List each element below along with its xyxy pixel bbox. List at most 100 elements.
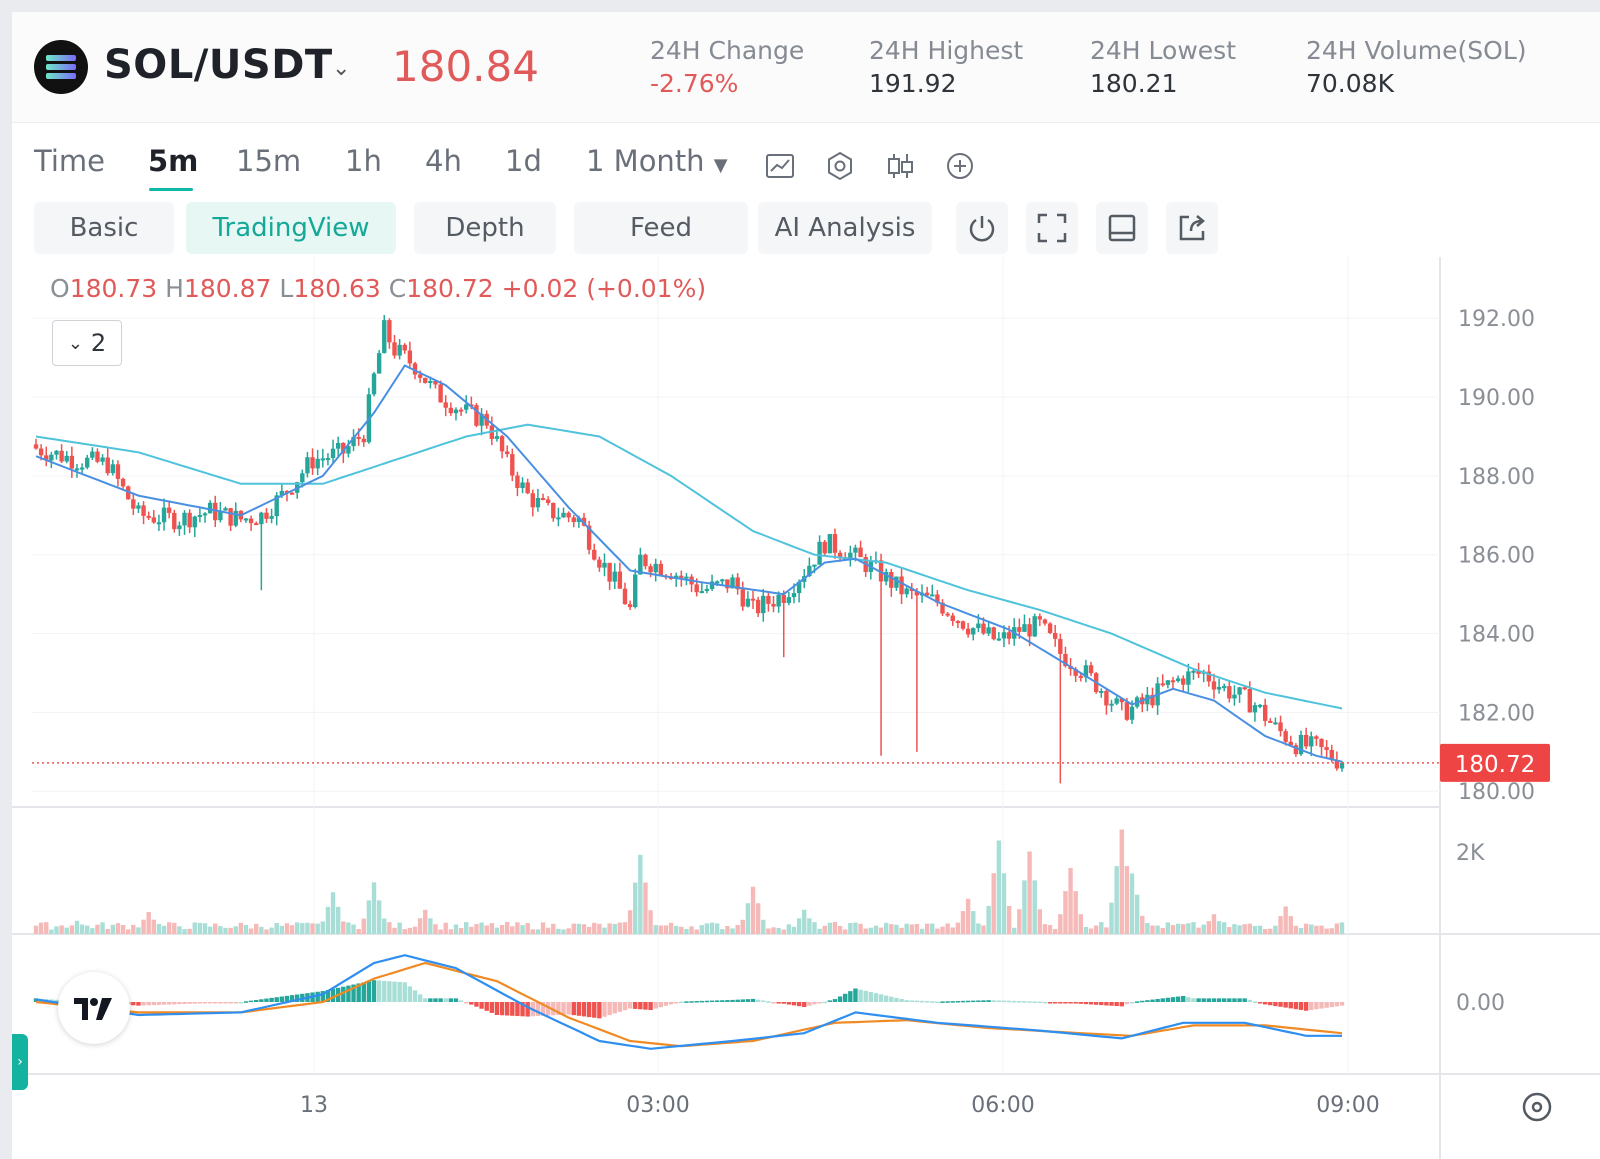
view-ai-analysis-button[interactable]: AI Analysis <box>758 202 932 254</box>
volume-bar <box>776 928 781 934</box>
macd-histogram-bar <box>581 1002 587 1017</box>
tab-1h[interactable]: 1h <box>345 144 382 178</box>
chart-settings-icon[interactable] <box>1522 1092 1552 1122</box>
volume-tick-label: 2K <box>1456 841 1485 866</box>
candle-body <box>387 320 392 343</box>
view-tradingview-button[interactable]: TradingView <box>186 202 396 254</box>
macd-histogram-bar <box>1206 998 1212 1002</box>
range-dropdown[interactable]: 1 Month ▼ <box>586 144 728 178</box>
tab-1d[interactable]: 1d <box>505 144 542 178</box>
price-tick-label: 190.00 <box>1458 386 1535 411</box>
macd-histogram-bar <box>848 991 853 1002</box>
candle-body <box>540 497 546 500</box>
macd-histogram-bar <box>499 1002 505 1016</box>
macd-histogram-bar <box>633 1002 638 1009</box>
price-chart[interactable]: 192.00 190.00 188.00 186.00 184.00 182.00 180.… <box>12 12 1600 1159</box>
candle-style-icon[interactable] <box>884 150 916 182</box>
macd-histogram-bar <box>592 1002 597 1018</box>
volume-bar <box>284 923 290 934</box>
candle-body <box>1278 722 1283 732</box>
volume-bar <box>156 923 162 934</box>
volume-bar <box>90 928 95 934</box>
volume-bar <box>223 927 228 934</box>
volume-bar <box>1032 880 1037 934</box>
candle-body <box>520 482 525 489</box>
settings-hexagon-icon[interactable] <box>824 150 856 182</box>
volume-bar <box>274 922 279 934</box>
volume-bar <box>950 927 955 934</box>
volume-bar <box>44 922 49 934</box>
macd-histogram-bar <box>453 998 459 1002</box>
volume-bar <box>192 922 197 934</box>
macd-histogram-bar <box>1145 1000 1150 1002</box>
view-basic-button[interactable]: Basic <box>34 202 174 254</box>
volume-bar <box>259 926 264 934</box>
volume-bar <box>310 923 315 934</box>
volume-bar <box>1216 921 1222 934</box>
candle-body <box>335 442 341 449</box>
candle-body <box>69 455 75 469</box>
macd-histogram-bar <box>233 1002 238 1004</box>
candle-body <box>392 342 397 356</box>
share-icon[interactable] <box>1166 202 1218 254</box>
pair-name[interactable]: SOL/USDT <box>104 42 333 88</box>
macd-histogram-bar <box>750 998 756 1002</box>
macd-histogram-bar <box>182 1002 187 1005</box>
volume-bar <box>812 922 817 934</box>
volume-bar <box>166 922 172 934</box>
tab-5m[interactable]: 5m <box>148 144 199 178</box>
candle-body <box>1124 702 1130 720</box>
volume-bar <box>510 926 515 934</box>
tab-4h[interactable]: 4h <box>425 144 462 178</box>
macd-histogram-bar <box>346 985 351 1002</box>
indicator-collapse-button[interactable]: ⌄ 2 <box>52 320 122 366</box>
candle-body <box>1257 704 1263 707</box>
volume-bar <box>197 922 203 934</box>
layout-icon[interactable] <box>1096 202 1148 254</box>
volume-bar <box>243 924 249 934</box>
macd-histogram-bar <box>428 998 433 1002</box>
volume-bar <box>1206 921 1212 934</box>
macd-histogram-bar <box>54 999 59 1002</box>
macd-histogram-bar <box>264 998 269 1002</box>
view-feed-button[interactable]: Feed <box>574 202 748 254</box>
candle-body <box>448 407 454 414</box>
volume-bar <box>930 923 935 934</box>
price-tick-label: 192.00 <box>1458 307 1535 332</box>
power-icon[interactable] <box>956 202 1008 254</box>
candle-body <box>166 507 172 513</box>
macd-histogram-bar <box>576 1002 582 1016</box>
candle-body <box>1252 705 1258 713</box>
chevron-down-icon[interactable]: ⌄ <box>332 56 351 81</box>
macd-histogram-bar <box>1273 1002 1278 1007</box>
volume-bar <box>1262 929 1268 934</box>
fullscreen-icon[interactable] <box>1026 202 1078 254</box>
volume-bar <box>1170 925 1176 934</box>
macd-histogram-bar <box>366 981 372 1002</box>
candle-body <box>228 508 233 526</box>
macd-histogram-bar <box>638 1002 643 1010</box>
volume-bar <box>458 928 464 934</box>
volume-bar <box>802 909 807 934</box>
volume-bar <box>238 922 244 934</box>
candle-body <box>1027 624 1032 637</box>
ma-fast-line <box>35 364 1343 763</box>
macd-histogram-bar <box>469 1002 474 1005</box>
tab-time[interactable]: Time <box>34 144 105 178</box>
tradingview-logo-icon[interactable] <box>58 972 130 1044</box>
macd-histogram-bar <box>458 1000 464 1002</box>
indicator-chart-icon[interactable] <box>764 150 796 182</box>
add-circle-icon[interactable] <box>944 150 976 182</box>
last-price-badge <box>1440 743 1550 782</box>
candle-body <box>535 497 541 508</box>
candle-body <box>330 448 336 459</box>
ohlc-readout: O180.73 H180.87 L180.63 C180.72 +0.02 (+… <box>50 274 706 303</box>
range-dropdown-label: 1 Month <box>586 144 705 178</box>
macd-histogram-bar <box>1088 1002 1094 1005</box>
volume-bar <box>79 924 85 934</box>
macd-histogram-bar <box>207 1002 213 1004</box>
candle-body <box>796 581 802 594</box>
side-panel-toggle[interactable]: › <box>12 1034 28 1090</box>
tab-15m[interactable]: 15m <box>236 144 302 178</box>
view-depth-button[interactable]: Depth <box>414 202 556 254</box>
